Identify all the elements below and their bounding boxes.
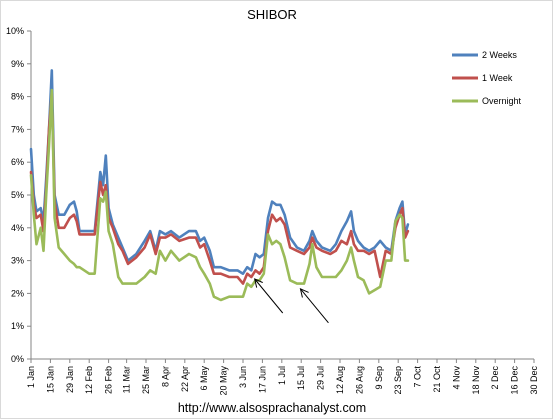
x-tick-label: 4 Nov — [451, 366, 461, 390]
x-tick-label: 21 Oct — [432, 366, 442, 393]
x-tick-label: 22 Apr — [180, 366, 190, 392]
x-tick-label: 17 Jun — [257, 366, 267, 393]
x-tick-label: 1 Jul — [277, 366, 287, 385]
series-line — [29, 92, 410, 285]
series-line — [29, 69, 410, 276]
x-tick-label: 16 Dec — [510, 366, 520, 395]
x-tick-label: 11 Mar — [122, 366, 132, 393]
y-tick-label: 10% — [6, 26, 24, 36]
x-tick-label: 2 Dec — [490, 366, 500, 390]
y-tick-label: 1% — [11, 321, 24, 331]
x-tick-label: 9 Sep — [374, 366, 384, 390]
annotation-arrow — [300, 289, 329, 324]
x-tick-label: 26 Feb — [104, 366, 114, 394]
x-tick-label: 3 Jun — [238, 366, 248, 388]
legend-label: Overnight — [482, 96, 522, 106]
y-tick-label: 6% — [11, 157, 24, 167]
y-tick-label: 2% — [11, 288, 24, 298]
y-tick-label: 5% — [11, 190, 24, 200]
y-tick-label: 3% — [11, 256, 24, 266]
x-tick-label: 25 Mar — [141, 366, 151, 394]
x-tick-label: 29 Jan — [65, 366, 75, 393]
x-tick-label: 18 Nov — [471, 366, 481, 395]
x-tick-label: 1 Jan — [26, 366, 36, 388]
x-tick-label: 6 May — [199, 366, 209, 391]
y-tick-label: 7% — [11, 124, 24, 134]
annotation-arrow — [255, 279, 284, 314]
legend-label: 2 Weeks — [482, 50, 517, 60]
x-tick-label: 26 Aug — [354, 366, 364, 394]
y-tick-label: 4% — [11, 223, 24, 233]
x-tick-label: 15 Jan — [45, 366, 55, 393]
footer-url: http://www.alsosprachanalyst.com — [178, 401, 366, 415]
plot-area: 0% 1% 2% 3% 4% 5% 6% 7% 8% 9% 10% 1 Jan 15 Jan 29 Jan… — [6, 26, 539, 396]
x-tick-label: 7 Oct — [413, 366, 423, 388]
x-tick-label: 30 Dec — [529, 366, 539, 395]
series-line — [29, 88, 410, 302]
chart-title: SHIBOR — [247, 7, 297, 22]
x-tick-label: 20 May — [219, 366, 229, 396]
y-tick-label: 9% — [11, 59, 24, 69]
y-tick-label: 8% — [11, 92, 24, 102]
y-tick-label: 0% — [11, 354, 24, 364]
x-tick-label: 12 Feb — [84, 366, 94, 394]
x-tick-label: 8 Apr — [160, 366, 170, 387]
x-tick-label: 29 Jul — [316, 366, 326, 390]
x-tick-label: 15 Jul — [296, 366, 306, 390]
legend-label: 1 Week — [482, 73, 513, 83]
x-tick-label: 23 Sep — [393, 366, 403, 395]
x-tick-label: 12 Aug — [335, 366, 345, 394]
